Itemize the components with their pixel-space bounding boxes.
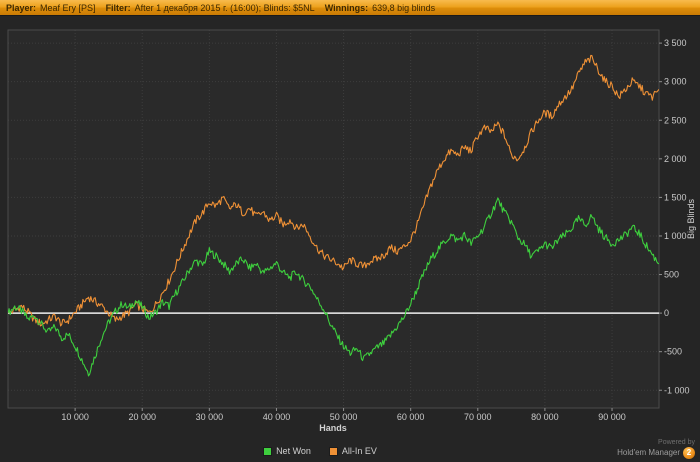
y-tick-label: 0 bbox=[664, 308, 669, 318]
footer-branding: Powered by Hold'em Manager 2 bbox=[617, 439, 695, 459]
all-in-ev-swatch-icon bbox=[328, 446, 338, 456]
x-tick-label: 70 000 bbox=[464, 412, 492, 422]
x-tick-label: 50 000 bbox=[330, 412, 358, 422]
net-won-swatch-icon bbox=[263, 446, 273, 456]
hm2-badge-icon: 2 bbox=[683, 447, 695, 459]
legend-item-net-won: Net Won bbox=[263, 446, 311, 456]
x-tick-label: 10 000 bbox=[61, 412, 89, 422]
x-tick-label: 60 000 bbox=[397, 412, 425, 422]
x-tick-label: 80 000 bbox=[531, 412, 559, 422]
y-tick-label: 1 500 bbox=[664, 192, 687, 202]
filter-value: After 1 декабря 2015 г. (16:00); Blinds:… bbox=[134, 2, 315, 13]
net-won-label: Net Won bbox=[276, 446, 311, 456]
series-net-won bbox=[8, 197, 659, 377]
y-tick-label: 3 000 bbox=[664, 77, 687, 87]
y-tick-label: -500 bbox=[664, 347, 682, 357]
y-tick-label: 1 000 bbox=[664, 231, 687, 241]
player-label: Player: bbox=[6, 2, 37, 13]
brand-text: Hold'em Manager bbox=[617, 447, 680, 457]
legend: Net Won All-In EV bbox=[0, 446, 640, 456]
player-value: Meaf Ery [PS] bbox=[40, 2, 96, 13]
y-tick-label: 500 bbox=[664, 270, 679, 280]
y-tick-label: -1 000 bbox=[664, 385, 690, 395]
powered-by-text: Powered by bbox=[658, 439, 695, 447]
plot-frame bbox=[7, 29, 660, 409]
x-tick-label: 40 000 bbox=[263, 412, 291, 422]
window-titlebar[interactable]: Player: Meaf Ery [PS] Filter: After 1 де… bbox=[0, 0, 700, 16]
y-axis-title: Big Blinds bbox=[686, 198, 696, 239]
y-tick-label: 3 500 bbox=[664, 38, 687, 48]
legend-item-all-in-ev: All-In EV bbox=[328, 446, 377, 456]
x-tick-label: 30 000 bbox=[196, 412, 224, 422]
series-all-in-ev bbox=[8, 54, 659, 327]
x-tick-label: 20 000 bbox=[128, 412, 156, 422]
all-in-ev-label: All-In EV bbox=[341, 446, 377, 456]
y-tick-label: 2 500 bbox=[664, 115, 687, 125]
filter-label: Filter: bbox=[105, 2, 131, 13]
x-axis-title: Hands bbox=[319, 423, 347, 433]
winnings-value: 639,8 big blinds bbox=[372, 2, 436, 13]
winnings-label: Winnings: bbox=[324, 2, 369, 13]
x-tick-label: 90 000 bbox=[598, 412, 626, 422]
y-tick-label: 2 000 bbox=[664, 154, 687, 164]
plot-area bbox=[8, 30, 659, 408]
